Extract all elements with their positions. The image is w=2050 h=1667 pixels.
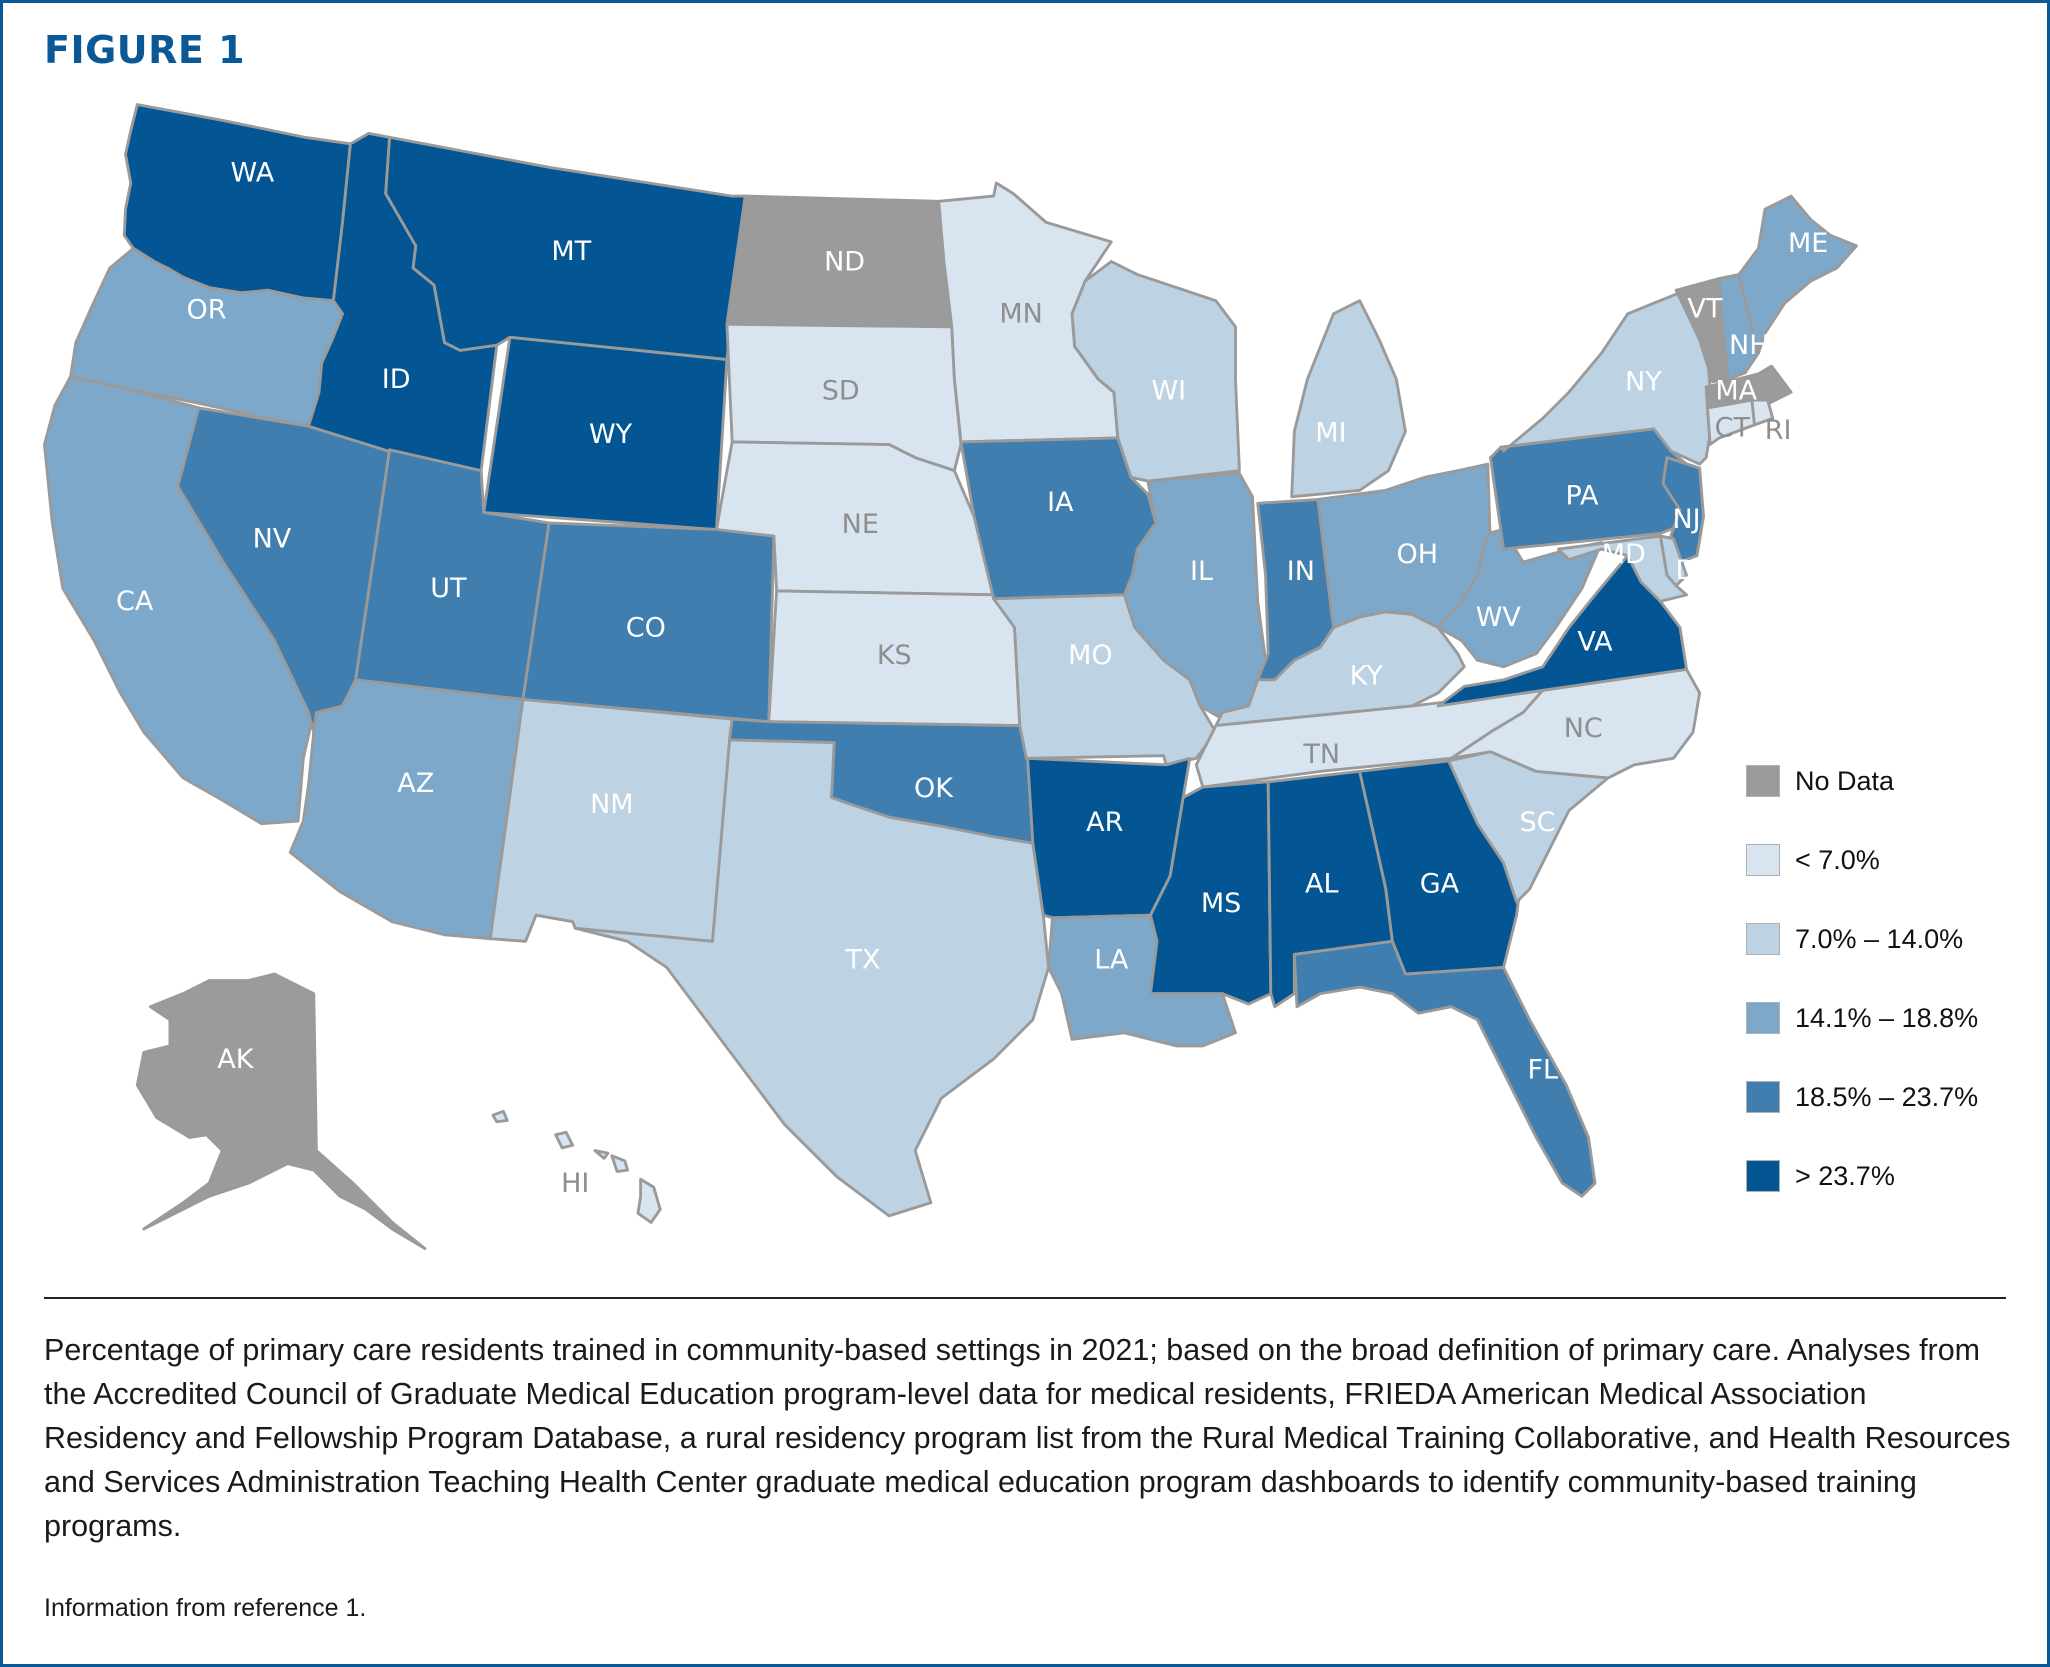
state-label-HI: HI	[561, 1168, 589, 1199]
state-label-SD: SD	[822, 376, 860, 407]
legend-label: > 23.7%	[1795, 1160, 1895, 1191]
state-label-NV: NV	[253, 523, 292, 554]
legend-swatch	[1746, 923, 1780, 955]
state-IL	[1122, 471, 1270, 721]
legend-label: 7.0% – 14.0%	[1795, 923, 1964, 954]
state-label-UT: UT	[430, 573, 467, 604]
legend-label: 18.5% – 23.7%	[1795, 1081, 1979, 1112]
figure-caption: Percentage of primary care residents tra…	[44, 1333, 2011, 1543]
state-label-WA: WA	[230, 157, 274, 188]
state-label-IN: IN	[1287, 556, 1315, 587]
state-MI	[1290, 299, 1407, 499]
state-label-MS: MS	[1201, 888, 1241, 919]
state-MT	[384, 135, 747, 361]
figure-title: FIGURE 1	[44, 28, 246, 72]
state-CT	[1706, 398, 1756, 446]
state-ME	[1737, 194, 1858, 355]
state-label-RI: RI	[1765, 415, 1792, 446]
state-label-ND: ND	[824, 246, 865, 277]
state-label-NJ: NJ	[1672, 504, 1700, 535]
state-RI	[1750, 398, 1775, 427]
state-MD	[1556, 534, 1688, 603]
state-label-VA: VA	[1577, 627, 1613, 658]
state-label-ME: ME	[1788, 228, 1828, 259]
state-label-AZ: AZ	[397, 768, 434, 799]
state-label-MI: MI	[1315, 418, 1346, 449]
state-label-MD: MD	[1602, 539, 1646, 570]
state-label-CO: CO	[626, 612, 666, 643]
state-label-MO: MO	[1068, 640, 1113, 671]
state-WV	[1436, 528, 1604, 669]
legend-label: < 7.0%	[1795, 844, 1880, 875]
state-label-VT: VT	[1687, 293, 1722, 324]
state-label-ID: ID	[382, 364, 411, 395]
legend-item-c5: > 23.7%	[1746, 1160, 1895, 1192]
state-label-NE: NE	[842, 509, 879, 540]
state-label-WI: WI	[1151, 376, 1186, 407]
state-label-MA: MA	[1715, 376, 1757, 407]
us-choropleth-map: WA OR CA ID MT WY NV UT CO AZ NM ND SD NE KS OK TX MN IA MO…	[43, 103, 1858, 1251]
state-label-NY: NY	[1625, 367, 1662, 398]
legend-item-c1: < 7.0%	[1746, 844, 1880, 876]
legend-swatch	[1746, 765, 1780, 797]
state-label-MT: MT	[551, 236, 591, 267]
state-label-FL: FL	[1527, 1054, 1558, 1085]
state-TX	[573, 738, 1050, 1218]
legend-swatch	[1746, 1002, 1780, 1034]
state-label-TN: TN	[1302, 739, 1340, 770]
state-label-LA: LA	[1094, 944, 1129, 975]
state-label-OH: OH	[1396, 539, 1438, 570]
state-label-AL: AL	[1305, 869, 1339, 900]
state-label-TX: TX	[844, 944, 880, 975]
state-label-WY: WY	[589, 419, 633, 450]
state-label-KY: KY	[1350, 661, 1384, 692]
state-label-OR: OR	[187, 295, 227, 326]
state-label-PA: PA	[1565, 480, 1599, 511]
state-label-SC: SC	[1520, 807, 1556, 838]
state-label-DE: DE	[1675, 555, 1713, 586]
state-AK	[135, 972, 427, 1251]
state-WI	[1070, 260, 1241, 483]
state-label-CA: CA	[116, 586, 154, 617]
legend-swatch	[1746, 1160, 1780, 1192]
legend-swatch	[1746, 844, 1780, 876]
caption-divider	[44, 1297, 2006, 1299]
state-FL	[1292, 939, 1597, 1198]
state-label-MN: MN	[999, 299, 1043, 330]
state-CO	[521, 521, 776, 724]
legend-item-c3: 14.1% – 18.8%	[1746, 1002, 1978, 1034]
source-note: Information from reference 1.	[44, 1594, 367, 1622]
state-label-KS: KS	[877, 640, 912, 671]
state-label-AK: AK	[217, 1044, 254, 1075]
state-HI	[491, 1109, 662, 1224]
state-label-AR: AR	[1086, 807, 1123, 838]
state-label-IA: IA	[1047, 487, 1074, 518]
state-NM	[488, 698, 734, 943]
legend-swatch	[1746, 1081, 1780, 1113]
state-label-NC: NC	[1564, 713, 1603, 744]
legend-label: 14.1% – 18.8%	[1795, 1002, 1979, 1033]
state-label-CT: CT	[1715, 412, 1751, 443]
state-label-OK: OK	[914, 773, 954, 804]
legend-item-c2: 7.0% – 14.0%	[1746, 923, 1963, 955]
legend-item-c4: 18.5% – 23.7%	[1746, 1081, 1978, 1113]
state-label-IL: IL	[1190, 556, 1213, 587]
legend-label: No Data	[1795, 765, 1895, 796]
state-label-GA: GA	[1420, 869, 1460, 900]
state-label-WV: WV	[1476, 602, 1522, 633]
state-AZ	[288, 678, 525, 941]
state-label-NH: NH	[1729, 330, 1770, 361]
state-NC	[1449, 667, 1702, 780]
legend-item-nodata: No Data	[1746, 765, 1894, 797]
state-label-NM: NM	[590, 789, 634, 820]
